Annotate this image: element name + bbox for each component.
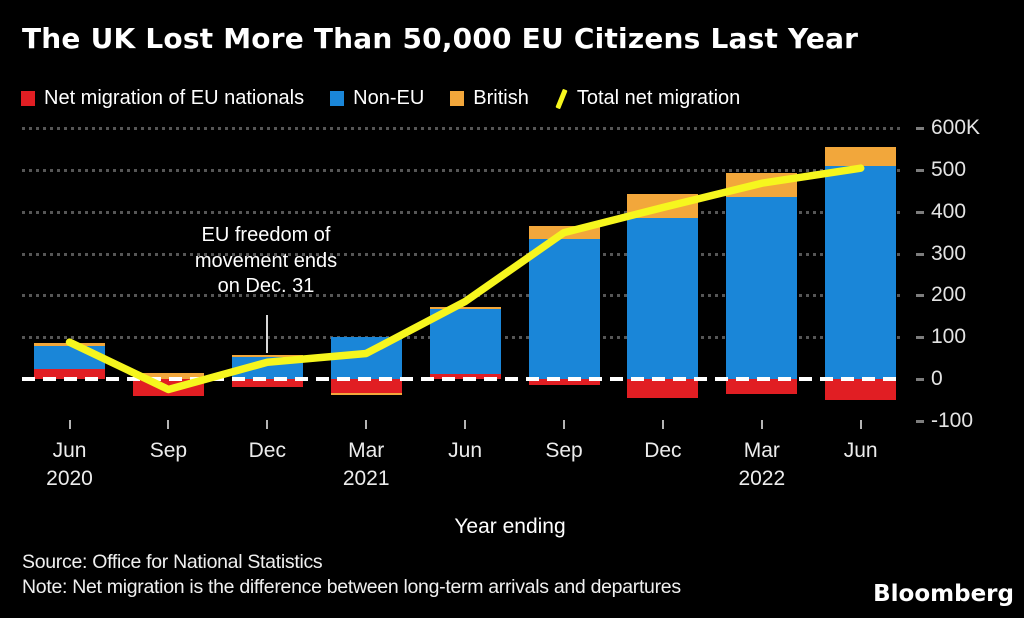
y-tick--100	[916, 419, 924, 423]
x-tick-2	[167, 420, 170, 429]
gridline-600	[22, 127, 903, 130]
legend-swatch-icon	[21, 91, 35, 106]
year-label: 2020	[46, 467, 93, 490]
month-label: Dec	[644, 439, 682, 462]
annotation-line-3: on Dec. 31	[217, 275, 315, 297]
gridline-500	[22, 168, 903, 172]
bar-jun-2021	[429, 373, 501, 379]
bar-jun-2021	[429, 306, 501, 310]
y-tick-label-100: 100	[931, 325, 967, 349]
legend-label: British	[473, 87, 529, 109]
legend-item-2: Non-EU	[330, 87, 424, 110]
x-tick-label-5: Jun	[415, 437, 515, 465]
bar-jun-2020	[34, 368, 105, 379]
month-label: Mar	[743, 439, 780, 462]
x-tick-label-7: Dec	[613, 437, 713, 465]
month-label: Dec	[248, 439, 286, 462]
legend-item-1: Net migration of EU nationals	[21, 87, 304, 110]
annotation-line-1: EU freedom of	[201, 224, 331, 246]
year-label: 2021	[342, 467, 390, 490]
annotation-pointer-line	[266, 315, 268, 353]
x-tick-label-8: Mar 2022	[712, 437, 812, 493]
bar-mar-2021	[330, 393, 402, 396]
annotation-line-2: movement ends	[194, 249, 338, 272]
month-label: Sep	[545, 439, 583, 462]
gridline-300	[22, 252, 903, 256]
y-tick-400	[916, 210, 924, 214]
legend-label: Net migration of EU nationals	[44, 87, 305, 109]
note-text: Note: Net migration is the difference be…	[22, 576, 681, 598]
y-tick-label-200: 200	[931, 283, 967, 307]
total-net-migration-polyline	[65, 164, 865, 394]
x-tick-7	[661, 420, 664, 429]
zero-baseline	[22, 377, 903, 381]
year-label: 2022	[738, 467, 786, 490]
x-tick-4	[365, 420, 368, 429]
bloomberg-logo: Bloomberg	[873, 581, 1014, 607]
month-label: Jun	[52, 439, 87, 462]
y-tick-300	[916, 252, 924, 256]
month-label: Jun	[448, 439, 483, 462]
x-tick-label-6: Sep	[514, 437, 614, 465]
y-tick-label-300: 300	[931, 241, 967, 265]
source-text: Source: Office for National Statistics	[22, 551, 323, 573]
bar-sep-2021	[528, 379, 600, 386]
y-tick-0	[916, 378, 924, 381]
bar-sep-2021	[528, 238, 600, 379]
month-label: Jun	[843, 439, 878, 462]
bar-dec-2020	[231, 379, 303, 387]
annotation-eu-freedom-of-movement: EU freedom of movement ends on Dec. 31	[146, 223, 386, 300]
bar-jun-2021	[429, 309, 501, 374]
chart-title: The UK Lost More Than 50,000 EU Citizens…	[22, 22, 859, 55]
bar-jun-2022	[825, 166, 897, 379]
y-tick-label-0: 0	[931, 367, 943, 390]
y-tick-label-400: 400	[931, 199, 967, 223]
y-tick-600	[916, 127, 924, 130]
x-tick-8	[760, 420, 763, 429]
x-tick-label-3: Dec	[217, 437, 317, 465]
bar-jun-2022	[825, 379, 897, 401]
legend-label: Non-EU	[353, 87, 425, 109]
bar-dec-2021	[627, 379, 699, 398]
month-label: Mar	[348, 439, 385, 462]
legend-swatch-icon	[450, 91, 465, 106]
y-tick-label-600: 600K	[931, 116, 981, 139]
x-tick-6	[563, 420, 565, 429]
x-tick-label-9: Jun	[811, 437, 911, 465]
legend-item-3: British	[450, 87, 529, 110]
gridline-200	[22, 294, 903, 298]
bar-dec-2020	[231, 354, 303, 358]
y-tick-500	[916, 168, 924, 172]
x-tick-9	[859, 420, 862, 429]
bar-mar-2022	[726, 379, 798, 394]
x-tick-label-4: Mar 2021	[316, 437, 416, 493]
x-tick-3	[266, 420, 269, 429]
y-tick-label-500: 500	[931, 157, 967, 181]
bar-mar-2022	[726, 196, 798, 379]
bar-mar-2021	[330, 379, 402, 394]
x-axis-title: Year ending	[454, 515, 566, 538]
x-tick-label-2: Sep	[118, 437, 218, 465]
legend: Net migration of EU nationals Non-EU Briti…	[21, 87, 740, 110]
month-label: Sep	[149, 439, 188, 462]
bar-sep-2020	[132, 372, 204, 379]
y-tick-label--100: -100	[931, 408, 974, 432]
legend-label: Total net migration	[576, 87, 741, 109]
legend-swatch-icon	[330, 91, 345, 106]
x-tick-label-1: Jun 2020	[20, 437, 120, 493]
bar-dec-2021	[627, 217, 699, 379]
bar-jun-2022	[825, 146, 897, 167]
x-tick-1	[68, 420, 71, 429]
legend-item-4: Total net migration	[555, 87, 740, 110]
x-tick-5	[464, 420, 467, 429]
y-tick-100	[916, 336, 924, 340]
y-tick-200	[916, 294, 924, 298]
gridline-400	[22, 210, 903, 214]
